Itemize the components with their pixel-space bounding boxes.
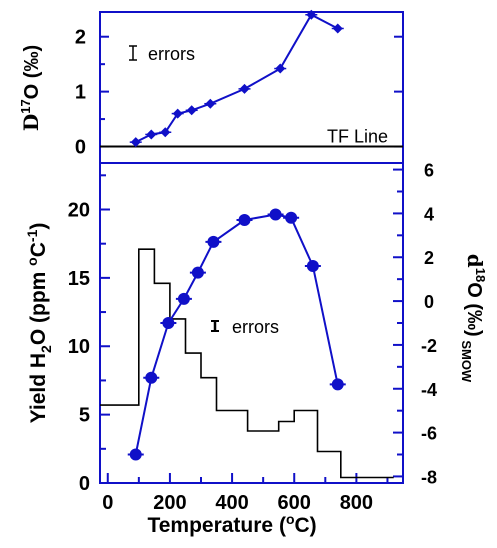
top-legend-label: errors [148, 44, 195, 64]
top-data-point [205, 98, 216, 109]
yield-step-line [100, 248, 394, 479]
tf-line-label: TF Line [327, 127, 388, 147]
y-right-tick-label: -4 [421, 380, 437, 400]
y-right-tick-label: 2 [424, 248, 434, 268]
top-data-point [172, 108, 183, 119]
d18o-data-point [129, 448, 142, 461]
x-tick-label: 400 [215, 492, 248, 514]
y-left-tick-label: 15 [68, 268, 90, 290]
top-y-axis-label: D17O (‰) [18, 45, 43, 131]
top-data-point [146, 129, 157, 140]
y-left-tick-label: 0 [79, 473, 90, 495]
d18o-data-point [191, 266, 204, 279]
y-right-axis-label: d18O (‰) SMOW [459, 254, 488, 383]
x-tick-label: 600 [278, 492, 311, 514]
y-right-tick-label: -6 [421, 424, 437, 444]
x-tick-label: 800 [340, 492, 373, 514]
d18o-data-point [162, 317, 175, 329]
top-series-line [135, 13, 339, 143]
d18o-data-point [238, 213, 251, 226]
top-data-point [239, 83, 250, 94]
top-data-point [130, 137, 141, 148]
y-right-tick-label: -2 [421, 336, 437, 356]
d18o-data-point [331, 378, 344, 391]
x-tick-label: 0 [102, 492, 113, 514]
top-data-point [186, 105, 197, 116]
top-data-point [306, 9, 317, 20]
top-data-point [332, 23, 343, 34]
top-y-tick-label: 0 [75, 137, 86, 159]
y-right-tick-label: 0 [424, 292, 434, 312]
y-left-axis-label: Yield H2O (ppm oC-1) [24, 223, 54, 424]
top-data-point [275, 63, 286, 74]
d18o-data-point [285, 211, 298, 224]
d18o-data-point [306, 260, 319, 273]
d18o-data-point [269, 208, 282, 221]
y-left-tick-label: 10 [68, 336, 90, 358]
d18o-data-point [145, 371, 158, 384]
y-right-tick-label: 6 [424, 161, 434, 181]
bottom-legend-label: errors [232, 317, 279, 337]
y-right-tick-label: -8 [421, 467, 437, 487]
top-data-point [160, 127, 171, 138]
d18o-data-point [207, 235, 220, 248]
x-axis-label: Temperature (oC) [147, 511, 316, 537]
top-y-tick-label: 2 [75, 27, 86, 49]
y-left-tick-label: 20 [68, 199, 90, 221]
y-right-tick-label: 4 [424, 204, 434, 224]
x-tick-label: 200 [153, 492, 186, 514]
top-y-tick-label: 1 [75, 82, 86, 104]
y-left-tick-label: 5 [79, 405, 90, 427]
d18o-data-point [177, 292, 190, 305]
